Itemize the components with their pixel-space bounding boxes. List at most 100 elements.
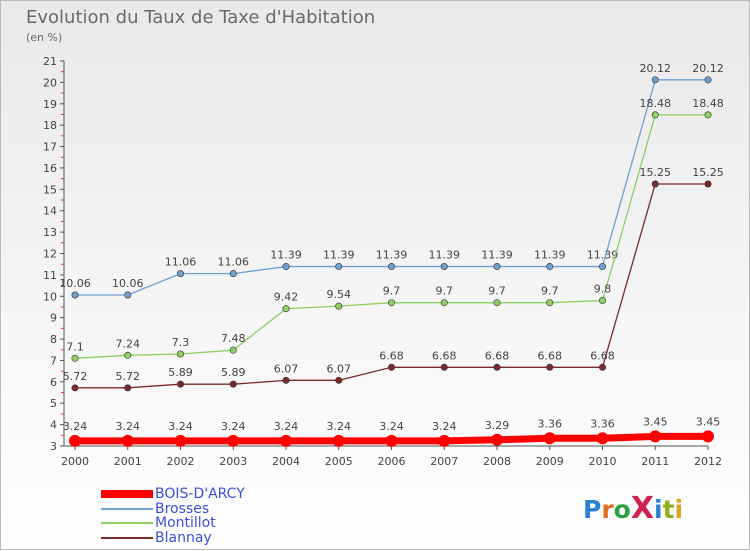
proxiti-logo: ProXiti [583,491,683,526]
data-label: 11.06 [218,256,250,269]
data-point [704,111,712,119]
data-label: 9.8 [594,283,612,296]
data-point [229,346,237,354]
data-label: 3.45 [696,415,721,428]
data-label: 7.24 [116,337,141,350]
data-label: 6.07 [274,362,299,375]
data-label: 20.12 [692,62,724,75]
data-label: 11.39 [323,249,355,262]
y-tick-label: 5 [50,397,57,410]
data-point [440,299,448,307]
data-point [282,263,290,271]
y-tick-label: 4 [50,419,57,432]
data-point [174,434,187,447]
data-point [596,432,609,445]
data-point [282,376,290,384]
data-point [704,76,712,84]
data-label: 9.7 [383,285,401,298]
data-point [227,434,240,447]
x-tick-label: 2010 [589,455,617,468]
data-label: 3.24 [63,420,88,433]
data-point [546,299,554,307]
data-label: 9.7 [488,285,506,298]
x-tick-label: 2000 [61,455,89,468]
data-label: 10.06 [112,277,144,290]
data-point [177,350,185,358]
data-point [229,380,237,388]
x-tick-label: 2012 [694,455,722,468]
legend-swatch [101,490,153,499]
x-tick-label: 2009 [536,455,564,468]
logo-letter: o [613,495,631,524]
data-point [598,297,606,305]
y-tick-label: 9 [50,312,57,325]
data-label: 7.3 [172,336,190,349]
y-tick-label: 17 [43,141,57,154]
y-tick-label: 6 [50,376,57,389]
logo-letter: r [601,495,614,524]
x-tick-label: 2003 [219,455,247,468]
data-point [280,434,292,447]
data-point [387,263,395,271]
y-tick-label: 3 [50,440,57,453]
y-tick-label: 18 [43,119,57,132]
data-label: 3.24 [327,420,352,433]
chart-title: Evolution du Taux de Taxe d'Habitation [26,7,376,28]
data-label: 18.48 [692,97,724,110]
data-label: 5.89 [221,366,246,379]
data-label: 15.25 [692,166,724,179]
data-point [332,434,345,447]
data-label: 3.36 [590,417,615,430]
legend-item: Blannay [101,531,245,546]
data-point [385,434,398,447]
legend-label: BOIS-D'ARCY [155,486,245,503]
data-point [71,354,79,362]
legend-item: Montillot [101,516,245,531]
data-label: 3.36 [538,417,563,430]
data-label: 11.39 [534,249,566,262]
data-point [598,363,606,371]
legend-label: Montillot [155,515,216,532]
data-label: 3.45 [643,415,668,428]
data-point [121,434,134,447]
logo-letter: X [630,491,654,526]
y-tick-label: 21 [43,55,57,68]
data-label: 9.54 [327,288,352,301]
data-label: 5.72 [116,370,141,383]
y-tick-label: 12 [43,248,57,261]
legend-item: Brosses [101,502,245,517]
data-point [651,180,659,188]
data-label: 6.68 [538,349,563,362]
data-label: 11.39 [270,249,302,262]
x-tick-label: 2008 [483,455,511,468]
data-point [124,351,132,359]
data-label: 6.68 [590,349,615,362]
data-point [282,305,290,313]
data-point [71,291,79,299]
x-tick-label: 2007 [430,455,458,468]
data-label: 5.89 [168,366,193,379]
data-label: 6.68 [379,349,404,362]
x-tick-label: 2004 [272,455,300,468]
data-label: 7.1 [66,340,84,353]
data-label: 7.48 [221,332,246,345]
x-tick-label: 2001 [114,455,142,468]
data-label: 3.24 [221,420,246,433]
data-label: 6.07 [327,362,352,375]
logo-letter: i [674,495,684,524]
chart-legend: BOIS-D'ARCY Brosses Montillot Blannay [101,487,245,545]
data-point [546,263,554,271]
data-point [493,299,501,307]
logo-letter: i [654,495,663,524]
data-label: 5.72 [63,370,88,383]
y-tick-label: 8 [50,333,57,346]
data-label: 11.06 [165,256,197,269]
data-label: 6.68 [432,349,457,362]
data-label: 3.24 [432,420,457,433]
data-label: 11.39 [481,249,513,262]
data-label: 20.12 [640,62,672,75]
y-tick-label: 20 [43,76,57,89]
data-point [546,363,554,371]
data-label: 3.24 [274,420,299,433]
